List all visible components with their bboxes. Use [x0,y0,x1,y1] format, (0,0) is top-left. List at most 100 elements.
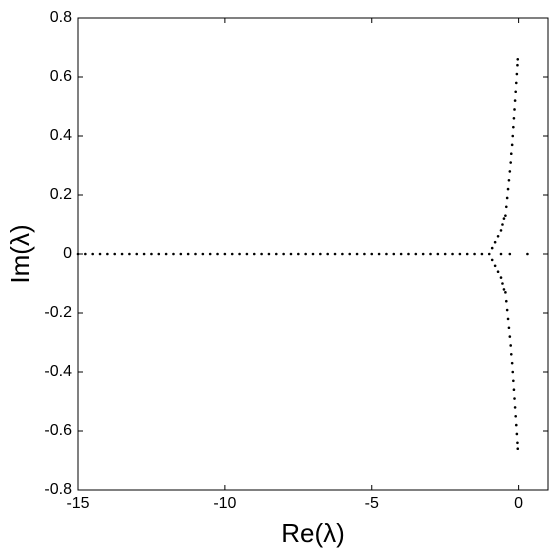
point [216,252,219,256]
point [399,252,403,256]
point [414,252,418,256]
point [319,252,322,256]
point [516,441,519,445]
point [513,397,516,400]
point [341,252,344,256]
point [509,152,513,155]
point [504,291,507,294]
point [223,252,227,256]
point [172,252,175,256]
point [128,252,131,256]
point [513,99,517,102]
point [407,252,410,256]
point [516,58,520,61]
point [487,252,491,256]
y-tick-label: -0.8 [44,481,72,498]
point [510,361,514,365]
point [493,264,497,268]
point [76,252,80,256]
point [514,414,517,418]
point [326,252,329,256]
point [465,252,469,256]
point [238,252,241,256]
point [490,258,494,262]
point [508,335,512,338]
point [512,125,515,129]
point [473,252,476,256]
point [510,143,514,147]
point [370,252,374,256]
point [230,252,234,256]
point [297,252,300,256]
point [451,252,454,256]
x-tick-label: 0 [514,495,523,512]
point [516,63,519,67]
point [502,288,506,291]
point [377,252,381,256]
point [509,344,512,347]
point [385,252,388,256]
point [505,308,509,312]
point [392,252,396,256]
point [421,252,425,256]
point [513,108,516,111]
point [493,240,497,244]
point [355,252,359,256]
y-axis-label: Im(λ) [5,224,35,283]
y-tick-label: -0.6 [44,422,72,439]
point [507,178,511,182]
point [507,326,511,330]
point [513,406,517,409]
point [512,379,515,383]
point [245,252,249,256]
point [157,252,161,256]
point [150,252,153,256]
point [429,252,432,256]
point [512,117,516,120]
point [514,81,518,85]
y-tick-label: 0.4 [50,127,72,144]
point [509,161,512,164]
point [490,246,494,250]
x-tick-label: -10 [213,495,236,512]
point [113,252,117,256]
point [436,252,440,256]
point [514,90,517,94]
y-tick-label: 0 [63,245,72,262]
point [348,252,352,256]
point [509,353,513,356]
point [135,252,139,256]
point [514,423,518,427]
point [504,205,508,209]
point [480,252,484,256]
point [333,252,337,256]
point [282,252,285,256]
point [164,252,168,256]
point [120,252,124,256]
point [508,252,512,256]
point [201,252,205,256]
point [505,196,509,200]
y-tick-label: -0.4 [44,363,72,380]
point [504,299,508,303]
point [501,223,504,226]
point [526,252,529,256]
point [496,235,500,238]
point [363,252,366,256]
point [252,252,256,256]
point [274,252,278,256]
point [260,252,263,256]
point [511,134,515,138]
point [98,252,102,256]
point [506,317,510,321]
point [515,432,519,436]
point [511,370,515,374]
point [458,252,462,256]
point [194,252,197,256]
y-tick-label: 0.2 [50,186,72,203]
point [311,252,315,256]
point [267,252,271,256]
point [304,252,307,256]
